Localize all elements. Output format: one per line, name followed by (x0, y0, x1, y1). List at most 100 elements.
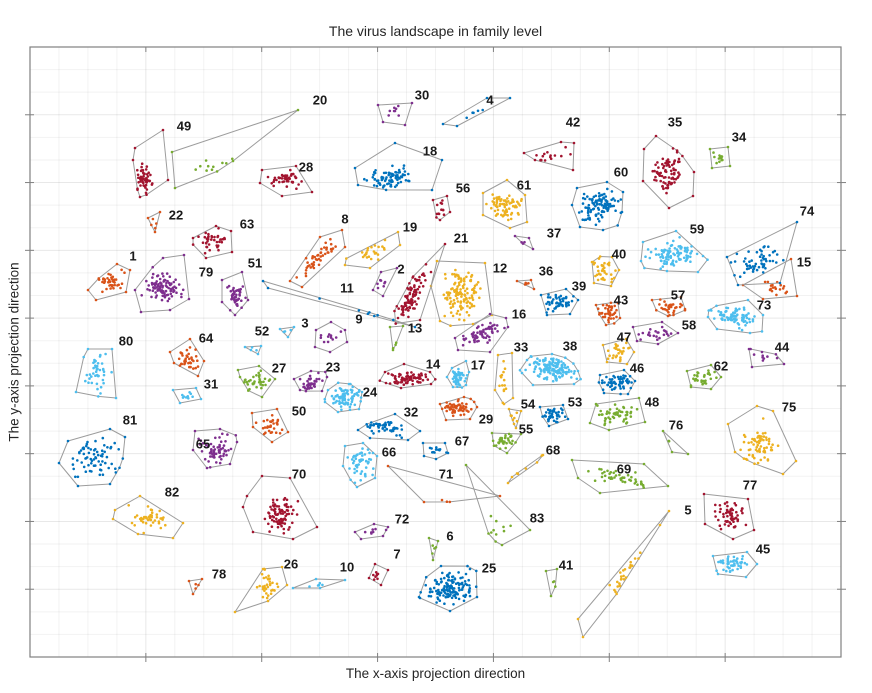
cluster-53-points (538, 403, 570, 428)
cluster-62: 62 (685, 359, 728, 391)
cluster-18: 18 (353, 141, 444, 192)
cluster-6: 6 (427, 529, 454, 562)
cluster-75-label: 75 (782, 400, 796, 415)
cluster-60-points (570, 180, 625, 232)
cluster-28-points (258, 164, 314, 198)
cluster-27-label: 27 (272, 361, 286, 376)
cluster-21: 21 (393, 231, 468, 325)
cluster-77-hull (703, 493, 755, 540)
cluster-55-label: 55 (519, 422, 533, 437)
cluster-14-points (378, 362, 437, 390)
cluster-31-label: 31 (204, 377, 218, 392)
cluster-9: 9 (313, 312, 363, 354)
cluster-22-label: 22 (169, 208, 183, 223)
cluster-76-hull (662, 430, 689, 455)
cluster-15-points (741, 257, 799, 301)
cluster-32-points (356, 412, 422, 442)
cluster-20: 20 (170, 93, 327, 190)
cluster-78-hull (188, 578, 203, 595)
cluster-80-hull (75, 348, 117, 399)
cluster-35: 35 (641, 115, 696, 210)
cluster-80: 80 (74, 334, 133, 400)
axis-box (29, 46, 842, 658)
cluster-66-hull (342, 442, 378, 488)
cluster-68: 68 (506, 443, 560, 485)
cluster-35-points (641, 134, 696, 210)
cluster-65-points (191, 427, 239, 470)
cluster-82: 82 (111, 485, 185, 540)
cluster-32-label: 32 (404, 405, 418, 420)
cluster-26-points (233, 565, 289, 614)
cluster-2: 2 (371, 262, 405, 298)
cluster-70-points (241, 474, 319, 541)
cluster-3-label: 3 (301, 316, 308, 331)
cluster-57-hull (651, 296, 686, 317)
cluster-21-points (393, 242, 447, 325)
cluster-58-label: 58 (682, 318, 696, 333)
cluster-9-points (313, 320, 349, 354)
cluster-61-points (481, 178, 529, 230)
cluster-44: 44 (747, 340, 790, 369)
cluster-5-label: 5 (684, 503, 691, 518)
cluster-52: 52 (243, 324, 269, 356)
cluster-17-label: 17 (471, 358, 485, 373)
cluster-17-points (445, 359, 471, 389)
cluster-48-label: 48 (645, 395, 659, 410)
cluster-47-label: 47 (617, 330, 631, 345)
cluster-8: 8 (288, 212, 349, 289)
cluster-41-points (544, 567, 559, 598)
cluster-20-label: 20 (313, 93, 327, 108)
cluster-3-hull (279, 326, 295, 338)
cluster-6-hull (428, 537, 439, 561)
cluster-72-hull (354, 523, 389, 540)
cluster-59: 59 (639, 222, 709, 274)
cluster-77-points (702, 492, 756, 541)
cluster-50-hull (251, 408, 289, 443)
cluster-71-points (386, 464, 502, 504)
cluster-30-points (376, 101, 414, 127)
cluster-16-points (453, 312, 510, 354)
cluster-24: 24 (323, 381, 378, 414)
cluster-18-label: 18 (423, 144, 437, 159)
cluster-24-points (323, 381, 364, 414)
cluster-7: 7 (367, 547, 401, 587)
cluster-80-label: 80 (119, 334, 133, 349)
cluster-17-hull (446, 360, 470, 388)
cluster-82-points (111, 494, 185, 540)
cluster-25-hull (418, 565, 478, 612)
cluster-65: 65 (191, 427, 239, 470)
cluster-61: 61 (481, 178, 531, 230)
cluster-67: 67 (421, 434, 469, 461)
cluster-34-points (708, 145, 732, 170)
cluster-43: 43 (594, 293, 628, 327)
cluster-64: 64 (168, 331, 214, 378)
cluster-83: 83 (464, 463, 544, 547)
cluster-6-points (427, 536, 440, 562)
cluster-6-label: 6 (446, 529, 453, 544)
clusters: 1234567891011121314151617181920212223242… (57, 88, 815, 639)
cluster-39-label: 39 (572, 279, 586, 294)
cluster-77: 77 (702, 478, 757, 541)
cluster-78: 78 (187, 567, 226, 596)
cluster-52-label: 52 (255, 324, 269, 339)
cluster-50-points (250, 407, 290, 444)
cluster-10-points (291, 577, 347, 590)
cluster-74-points (725, 220, 799, 287)
cluster-16: 16 (453, 307, 526, 354)
cluster-54-points (507, 407, 523, 430)
cluster-26-label: 26 (284, 557, 298, 572)
cluster-22-hull (147, 211, 161, 233)
cluster-10-label: 10 (340, 560, 354, 575)
cluster-37-label: 37 (547, 226, 561, 241)
cluster-80-points (74, 347, 118, 400)
cluster-49-hull (132, 129, 169, 198)
cluster-79-hull (134, 254, 190, 313)
cluster-38-label: 38 (563, 339, 577, 354)
cluster-41: 41 (544, 558, 573, 598)
cluster-50: 50 (250, 404, 306, 444)
cluster-74-label: 74 (800, 204, 815, 219)
cluster-73: 73 (706, 298, 771, 335)
cluster-47: 47 (601, 330, 636, 366)
cluster-40-points (590, 255, 621, 288)
cluster-61-label: 61 (517, 178, 531, 193)
